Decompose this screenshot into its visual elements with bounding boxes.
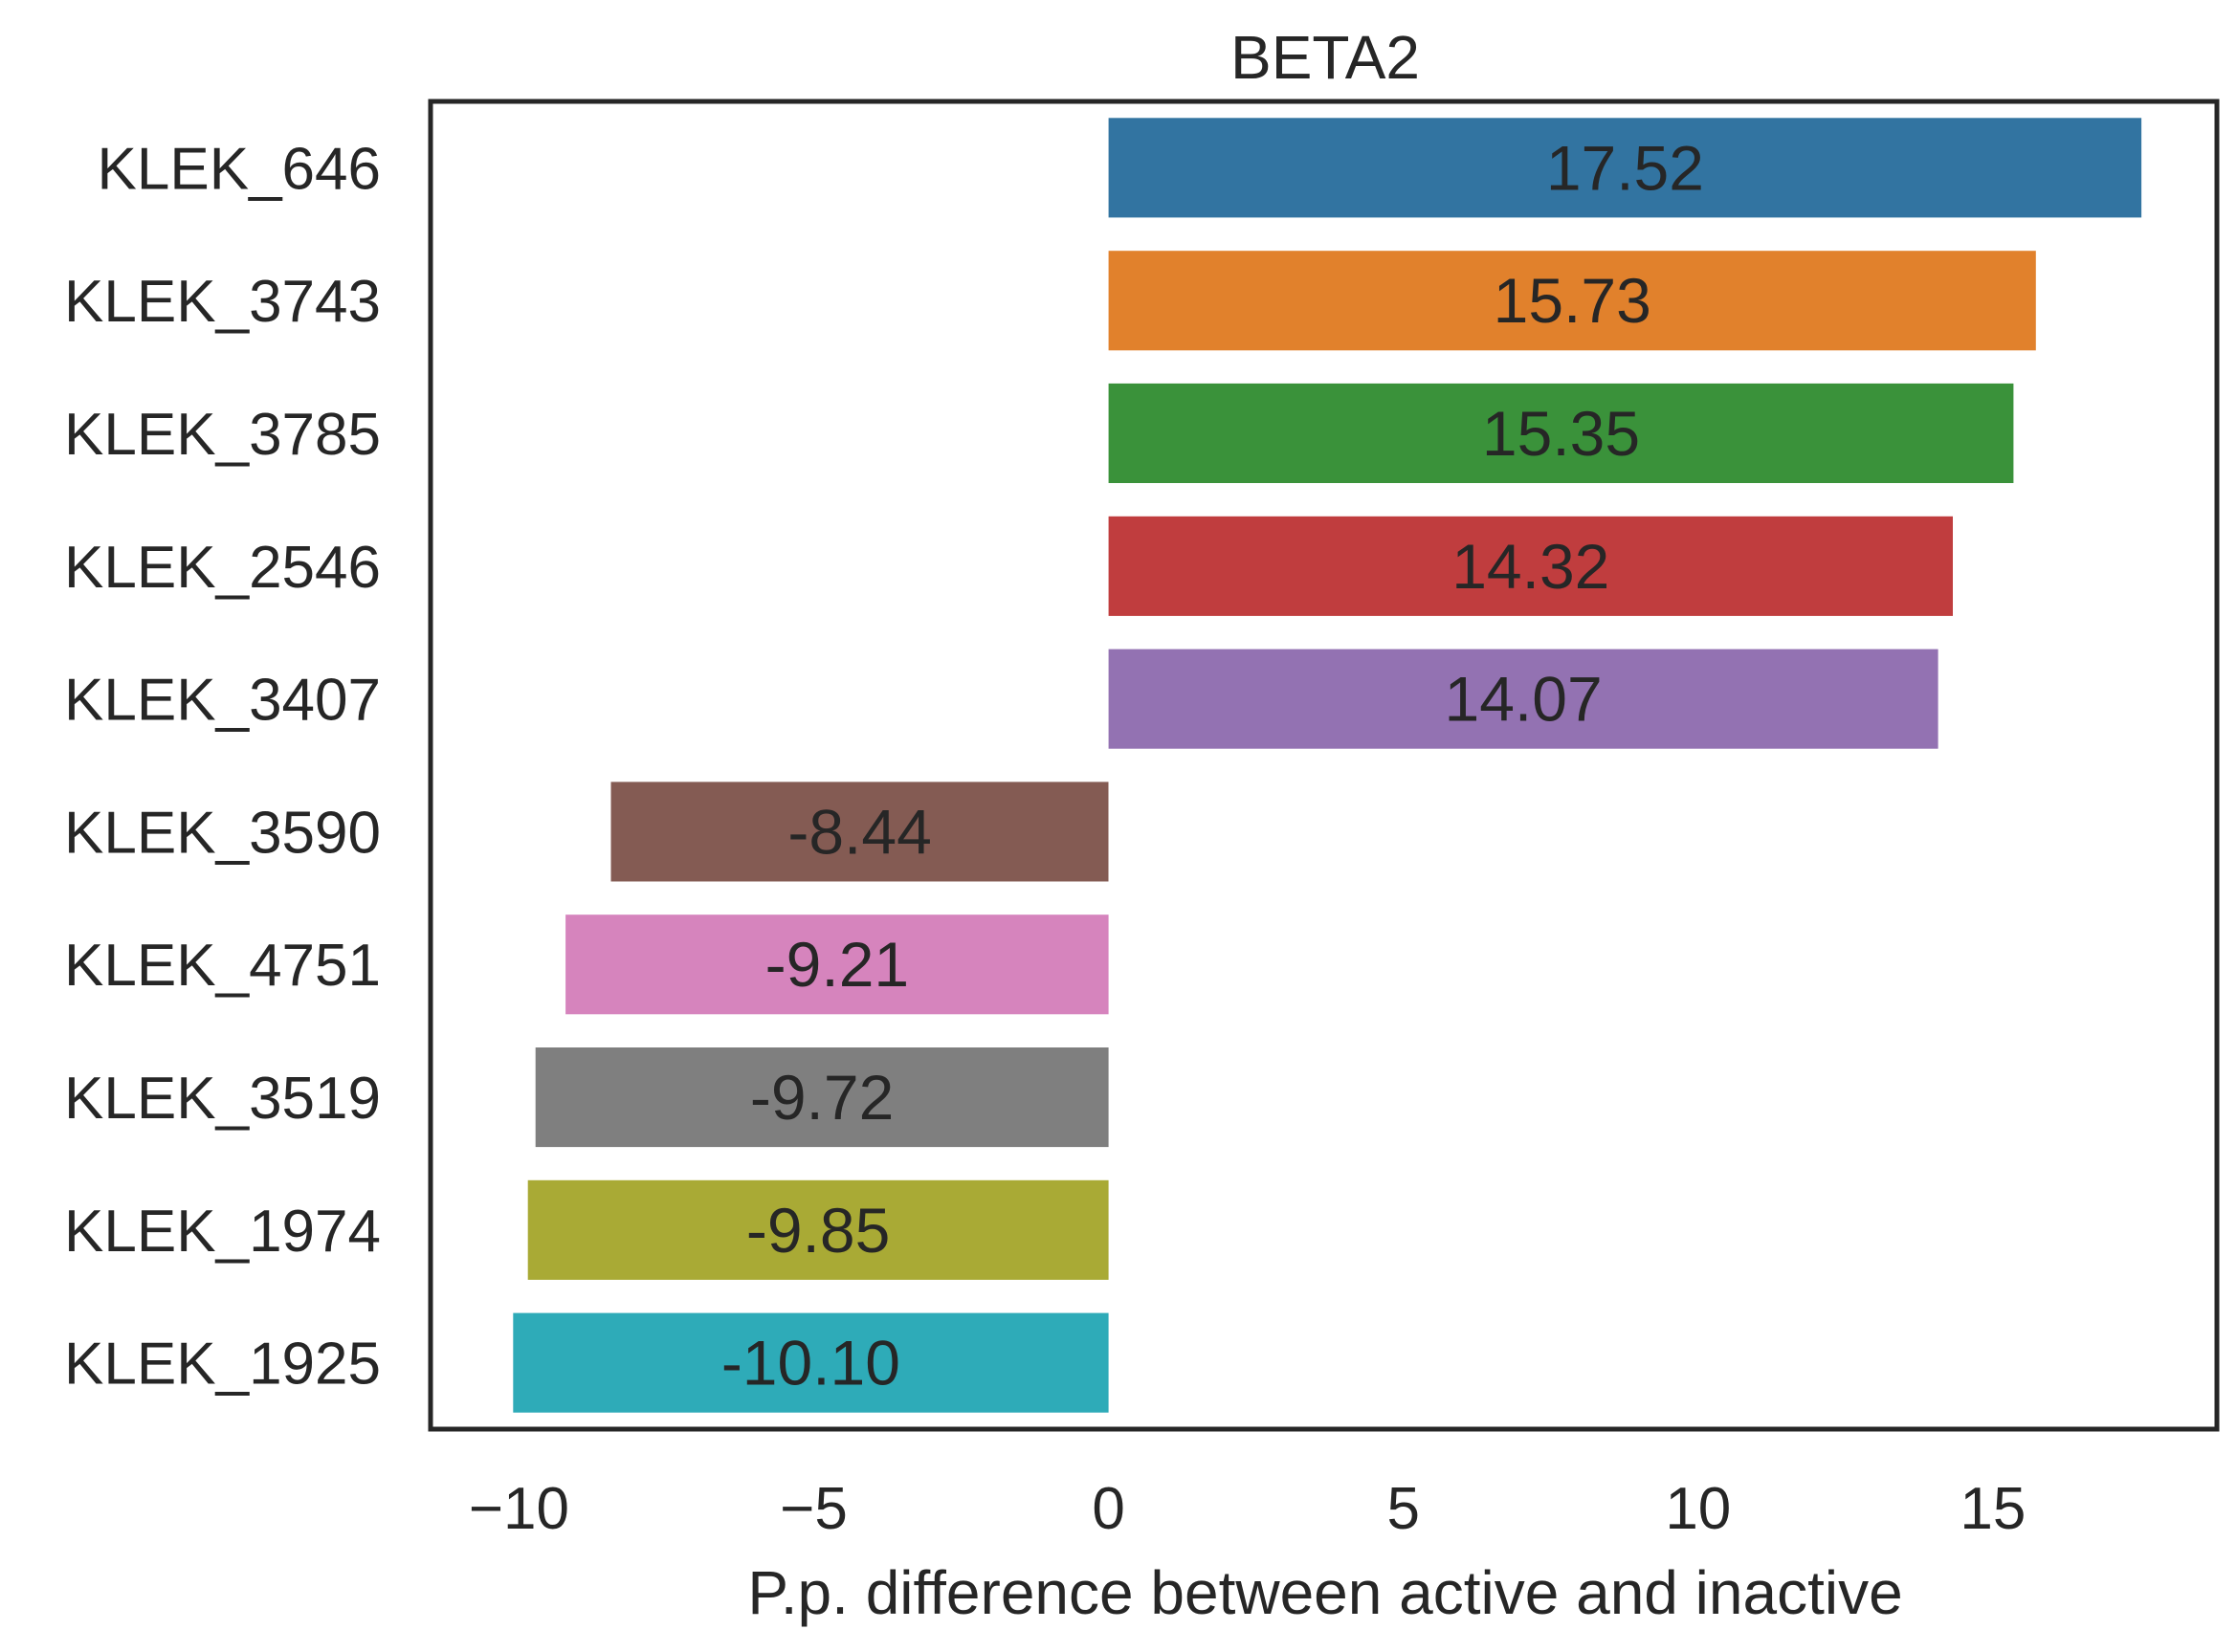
bar-klek-3785 bbox=[1108, 383, 2014, 483]
bar-klek-4751 bbox=[565, 914, 1109, 1015]
bar-value-label: -9.21 bbox=[765, 929, 909, 1000]
bar-value-label: -9.85 bbox=[746, 1195, 890, 1266]
bar-value-label: 14.32 bbox=[1451, 531, 1609, 602]
category-label: KLEK_3407 bbox=[64, 668, 381, 734]
plot-frame bbox=[428, 99, 2220, 1432]
bars-group: 17.52 15.73 15.35 14.32 14.07 -8.44 -9.21 -9.72… bbox=[513, 118, 2142, 1413]
category-label: KLEK_646 bbox=[98, 136, 381, 202]
bar-klek-3407 bbox=[1108, 649, 1938, 749]
bar-klek-2546 bbox=[1108, 516, 1953, 616]
x-tick-label: 10 bbox=[1665, 1476, 1731, 1542]
x-ticks-group: −10 −5 0 5 10 15 bbox=[469, 1476, 2027, 1542]
bar-value-label: 15.73 bbox=[1494, 265, 1651, 336]
bar-value-label: 15.35 bbox=[1482, 398, 1640, 469]
category-labels-group: KLEK_646 KLEK_3743 KLEK_3785 KLEK_2546 KLEK_… bbox=[64, 136, 381, 1397]
x-axis-label: P.p. difference between active and inact… bbox=[747, 1558, 1902, 1627]
bar-value-label: -10.10 bbox=[721, 1328, 900, 1399]
bar-klek-3590 bbox=[610, 782, 1109, 882]
x-tick-label: −5 bbox=[780, 1476, 848, 1542]
bar-klek-3743 bbox=[1108, 251, 2036, 351]
category-label: KLEK_3743 bbox=[64, 269, 381, 335]
category-label: KLEK_3785 bbox=[64, 402, 381, 468]
category-label: KLEK_2546 bbox=[64, 535, 381, 601]
bar-value-label: -8.44 bbox=[787, 796, 931, 867]
bar-value-label: -9.72 bbox=[750, 1062, 894, 1133]
bar-klek-1974 bbox=[527, 1179, 1109, 1280]
category-label: KLEK_3519 bbox=[64, 1066, 381, 1132]
bar-klek-3519 bbox=[535, 1047, 1109, 1148]
x-tick-label: 15 bbox=[1960, 1476, 2026, 1542]
bar-value-label: 14.07 bbox=[1445, 664, 1603, 735]
category-label: KLEK_3590 bbox=[64, 800, 381, 866]
x-tick-label: −10 bbox=[469, 1476, 569, 1542]
bar-klek-646 bbox=[1108, 118, 2142, 218]
bar-value-label: 17.52 bbox=[1546, 132, 1704, 203]
bar-klek-1925 bbox=[513, 1312, 1109, 1413]
category-label: KLEK_4751 bbox=[64, 933, 381, 999]
chart-title: BETA2 bbox=[1230, 23, 1420, 92]
category-label: KLEK_1925 bbox=[64, 1332, 381, 1398]
x-tick-label: 5 bbox=[1386, 1476, 1419, 1542]
x-tick-label: 0 bbox=[1092, 1476, 1124, 1542]
category-label: KLEK_1974 bbox=[64, 1199, 381, 1265]
